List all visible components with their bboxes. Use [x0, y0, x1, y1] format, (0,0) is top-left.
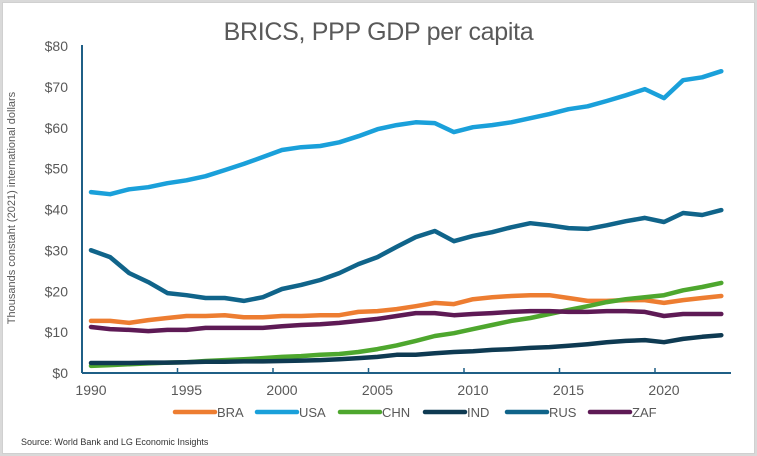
x-tick-label: 2020 [648, 382, 679, 398]
y-tick-label: $30 [45, 242, 69, 258]
legend-label-usa: USA [299, 405, 326, 420]
x-tick-label: 2000 [266, 382, 297, 398]
x-tick-label: 2015 [553, 382, 584, 398]
x-tick-label: 2010 [457, 382, 488, 398]
legend-label-rus: RUS [549, 405, 577, 420]
y-tick-label: $80 [45, 38, 69, 54]
y-tick-label: $50 [45, 161, 69, 177]
series-line-ind [88, 332, 724, 366]
y-tick-label: $10 [45, 324, 69, 340]
legend-label-chn: CHN [382, 405, 410, 420]
y-tick-label: $40 [45, 202, 69, 218]
y-tick-label: $70 [45, 79, 69, 95]
y-tick-label: $0 [52, 365, 68, 381]
legend-label-ind: IND [467, 405, 489, 420]
axes-layer: $0 $10 $20 $30 $40 $50 $60 $70 $80 1990 1995 2000 20… [45, 38, 731, 398]
y-tick-label: $60 [45, 120, 69, 136]
legend: BRA USA CHN IND RUS ZAF [172, 405, 657, 420]
legend-label-bra: BRA [217, 405, 244, 420]
legend-label-zaf: ZAF [632, 405, 657, 420]
x-tick-label: 1995 [171, 382, 202, 398]
series-line-zaf [88, 308, 724, 334]
series-line-usa [88, 68, 724, 197]
series-line-rus [88, 207, 724, 304]
chart-title: BRICS, PPP GDP per capita [223, 18, 534, 46]
x-tick-label: 2005 [362, 382, 393, 398]
source-note: Source: World Bank and LG Economic Insig… [21, 437, 209, 447]
series-layer [88, 68, 724, 369]
y-tick-label: $20 [45, 283, 69, 299]
x-tick-label: 1990 [75, 382, 106, 398]
